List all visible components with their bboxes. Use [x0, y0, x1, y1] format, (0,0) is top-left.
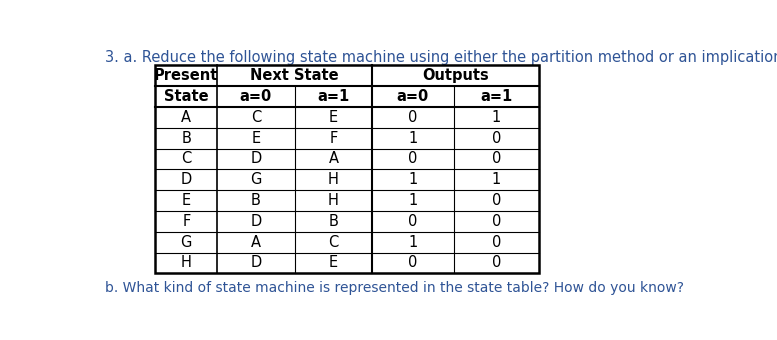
Text: 0: 0 [408, 110, 417, 125]
Text: 0: 0 [408, 214, 417, 229]
Text: E: E [329, 110, 338, 125]
Text: A: A [251, 235, 261, 250]
Text: State: State [164, 89, 208, 104]
Text: E: E [182, 193, 191, 208]
Text: B: B [181, 131, 191, 146]
Text: E: E [329, 255, 338, 270]
Text: F: F [182, 214, 190, 229]
Text: Outputs: Outputs [422, 68, 489, 83]
Text: D: D [250, 152, 262, 167]
Text: Present: Present [154, 68, 218, 83]
Text: 0: 0 [492, 131, 501, 146]
Text: a=0: a=0 [240, 89, 272, 104]
Text: B: B [251, 193, 261, 208]
Text: 0: 0 [408, 152, 417, 167]
Text: B: B [329, 214, 339, 229]
Text: 3. a. Reduce the following state machine using either the partition method or an: 3. a. Reduce the following state machine… [105, 50, 777, 65]
Text: 0: 0 [492, 193, 501, 208]
Text: D: D [250, 214, 262, 229]
Text: 1: 1 [408, 235, 417, 250]
Text: a=1: a=1 [317, 89, 350, 104]
Text: 1: 1 [492, 110, 501, 125]
Text: 0: 0 [408, 255, 417, 270]
Text: 1: 1 [492, 172, 501, 187]
Text: H: H [328, 193, 339, 208]
Text: 0: 0 [492, 152, 501, 167]
Text: 1: 1 [408, 172, 417, 187]
Text: H: H [328, 172, 339, 187]
Text: a=0: a=0 [397, 89, 429, 104]
Text: G: G [250, 172, 262, 187]
Text: A: A [181, 110, 191, 125]
Text: H: H [181, 255, 192, 270]
Text: G: G [180, 235, 192, 250]
Text: 0: 0 [492, 255, 501, 270]
Text: E: E [252, 131, 260, 146]
Text: D: D [250, 255, 262, 270]
Text: 1: 1 [408, 193, 417, 208]
Text: C: C [251, 110, 261, 125]
Bar [155, 65, 539, 273]
Text: a=1: a=1 [480, 89, 512, 104]
Text: A: A [329, 152, 339, 167]
Text: 0: 0 [492, 235, 501, 250]
Text: b. What kind of state machine is represented in the state table? How do you know: b. What kind of state machine is represe… [105, 281, 684, 295]
Text: Next State: Next State [250, 68, 339, 83]
Text: 0: 0 [492, 214, 501, 229]
Text: D: D [180, 172, 192, 187]
Text: 1: 1 [408, 131, 417, 146]
Text: F: F [329, 131, 338, 146]
Text: C: C [329, 235, 339, 250]
Text: C: C [181, 152, 191, 167]
